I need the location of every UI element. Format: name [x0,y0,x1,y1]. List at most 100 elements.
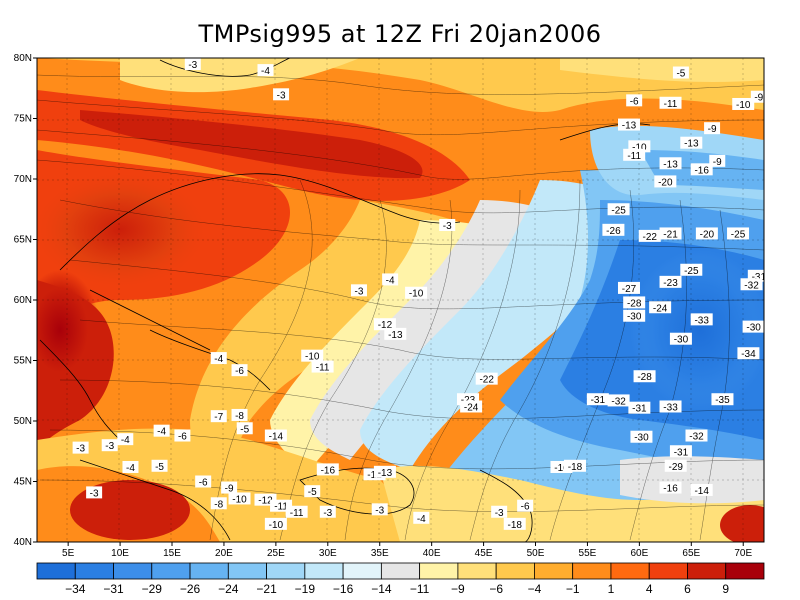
longitude-axis: 5E 10E 15E 20E 25E 30E 35E 40E 45E 50E 55E 60E 65E 70… [62,542,752,559]
colorbar-label: −16 [333,582,354,596]
contour-label-box [704,122,721,135]
contour-label: -3 [90,488,99,499]
contour-label: -18 [508,520,523,531]
contour-label: -11 [290,508,304,519]
contour-label: -16 [663,484,678,495]
contour-label-box [659,400,682,413]
contour-label: -14 [269,432,284,443]
contour-labels: -3-4-3-5-6 -11-9-10-13 -9-10 -13-9-11-13-16… [72,58,785,531]
contour-label-box [301,349,324,362]
colorbar-swatch [725,562,765,580]
contour-label: -6 [235,366,244,377]
contour-label-box [122,460,139,473]
contour-label: -10 [736,100,751,111]
contour-label: -3 [495,508,504,519]
contour-label-box [690,313,713,326]
contour-label: -9 [708,124,717,135]
contour-label: -10 [269,520,284,531]
contour-label: -3 [105,441,114,452]
colorbar-swatch [304,562,344,580]
colorbar-label: 4 [646,582,653,596]
contour-label-box [72,441,89,454]
contour-label: -4 [157,427,166,438]
contour-label: -12 [378,320,393,331]
contour-label: -29 [668,462,683,473]
contour-label: -24 [464,402,479,413]
contour-label-box [382,273,399,286]
contour-label-box [257,64,274,77]
contour-label-box [709,154,726,167]
contour-label-box [350,284,367,297]
colorbar-swatch [342,562,382,580]
contour-label-box [221,481,238,494]
colorbar-swatch [457,562,497,580]
contour-label: -28 [627,298,642,309]
contour-label-box [690,163,713,176]
contour-label-box [740,278,763,291]
colorbar-label: −26 [180,582,201,596]
contour-label-box [607,203,630,216]
contour-label-box [371,503,388,516]
contour-label-box [623,309,646,322]
contour-label: -6 [630,96,639,107]
contour-label: -3 [443,221,452,232]
colorbar-label: 1 [608,582,615,596]
lon-tick-label: 5E [62,548,75,559]
contour-label-box [210,352,227,365]
colorbar-label: −34 [65,582,86,596]
contour-label: -24 [653,303,668,314]
contour-label: -13 [622,121,637,132]
contour-label: -26 [606,226,621,237]
contour-label: -30 [746,323,761,334]
contour-label-box [638,229,661,242]
colorbar-label: −9 [451,582,465,596]
lat-tick-label: 55N [14,356,32,367]
contour-label-box [319,505,336,518]
contour-label: -5 [240,424,249,435]
contour-label-box [680,136,703,149]
contour-label: -11 [664,99,678,110]
contour-label: -33 [663,402,678,413]
contour-label-box [617,281,640,294]
contour-label: -11 [627,151,641,162]
contour-label-box [184,58,201,71]
lon-tick-label: 55E [579,548,597,559]
contour-label: -10 [232,494,247,505]
lat-tick-label: 50N [14,416,32,427]
contour-label: -4 [261,66,270,77]
contour-label: -18 [568,462,583,473]
contour-label: -34 [741,349,756,360]
contour-label: -21 [663,229,678,240]
colorbar-swatch [227,562,267,580]
contour-label: -22 [643,232,658,243]
contour-label-box [737,347,760,360]
contour-label: -14 [694,486,709,497]
contour-label: -36 [770,401,785,412]
lon-tick-label: 20E [215,548,233,559]
contour-label: -25 [611,205,626,216]
colorbar-swatch [266,562,306,580]
contour-label: -8 [235,411,244,422]
colorbar-label: −4 [528,582,542,596]
contour-label-box [285,505,308,518]
contour-label-box [659,96,682,109]
lon-tick-label: 10E [111,548,129,559]
contour-label-box [273,88,290,101]
contour-label-box [231,364,248,377]
contour-label: -4 [386,275,395,286]
contour-label: -31 [674,447,689,458]
contour-label: -4 [126,463,135,474]
colorbar-swatch [687,562,727,580]
contour-label: -6 [521,502,530,513]
contour-label: -32 [611,396,626,407]
contour-label: -13 [663,159,678,170]
contour-label: -3 [355,286,364,297]
contour-label: -35 [715,395,730,406]
latitude-axis: 80N 75N 70N 65N 60N 55N 50N 45N 40N [14,53,37,548]
contour-label-box [210,410,227,423]
contour-label: -13 [684,139,699,150]
contour-label-box [659,275,682,288]
contour-label-box [659,227,682,240]
contour-label-box [685,429,708,442]
contour-label: -6 [178,432,187,443]
